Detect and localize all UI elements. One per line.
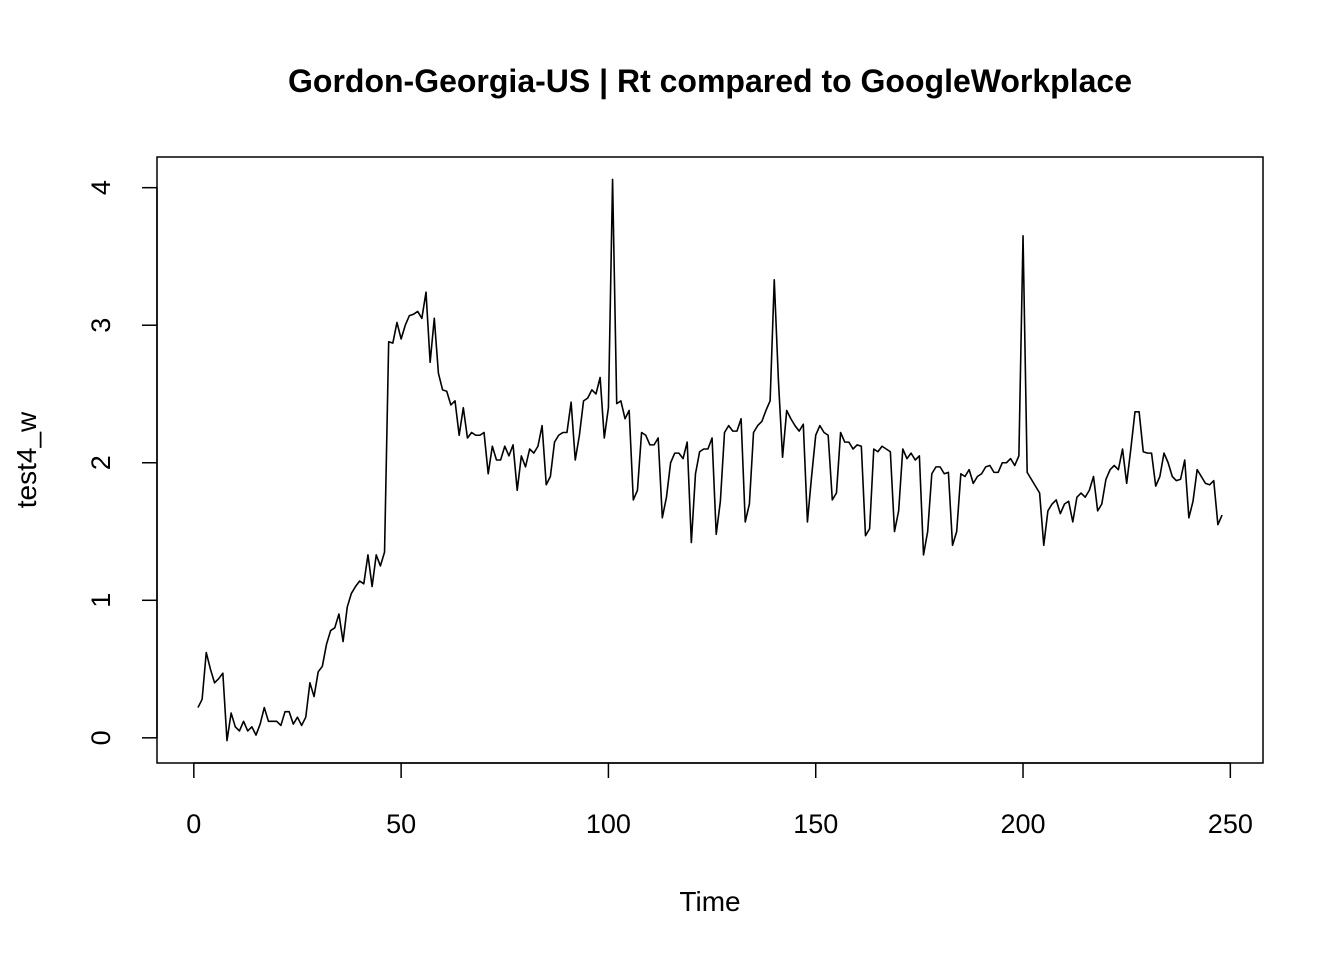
x-tick-label: 150 — [793, 809, 838, 839]
y-axis-label: test4_w — [11, 411, 42, 508]
x-axis-label: Time — [679, 886, 740, 917]
y-tick-label: 3 — [86, 318, 116, 333]
y-tick-label: 2 — [86, 455, 116, 470]
y-tick-label: 0 — [86, 730, 116, 745]
x-tick-label: 250 — [1208, 809, 1253, 839]
data-line — [197, 178, 1223, 742]
chart-title: Gordon-Georgia-US | Rt compared to Googl… — [288, 63, 1132, 99]
x-tick-label: 100 — [586, 809, 631, 839]
y-tick-label: 1 — [86, 593, 116, 608]
x-tick-label: 50 — [386, 809, 416, 839]
x-tick-label: 0 — [186, 809, 201, 839]
x-tick-label: 200 — [1000, 809, 1045, 839]
y-tick-label: 4 — [86, 180, 116, 195]
